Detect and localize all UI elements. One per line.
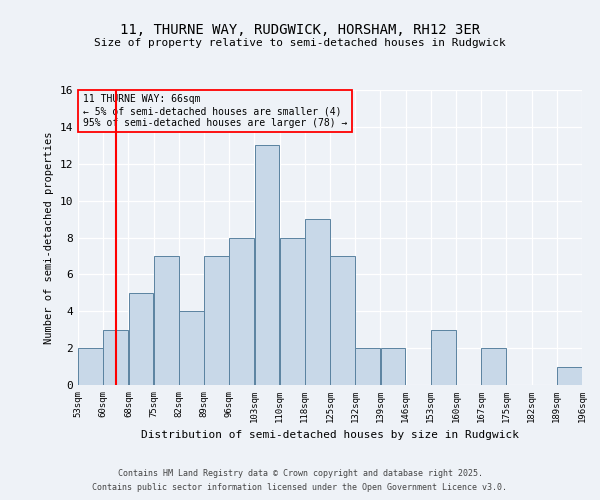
Bar xyxy=(305,219,330,385)
Bar xyxy=(557,366,582,385)
Text: 11, THURNE WAY, RUDGWICK, HORSHAM, RH12 3ER: 11, THURNE WAY, RUDGWICK, HORSHAM, RH12 … xyxy=(120,22,480,36)
Bar xyxy=(280,238,305,385)
X-axis label: Distribution of semi-detached houses by size in Rudgwick: Distribution of semi-detached houses by … xyxy=(141,430,519,440)
Text: Size of property relative to semi-detached houses in Rudgwick: Size of property relative to semi-detach… xyxy=(94,38,506,48)
Text: Contains HM Land Registry data © Crown copyright and database right 2025.: Contains HM Land Registry data © Crown c… xyxy=(118,468,482,477)
Bar xyxy=(355,348,380,385)
Bar xyxy=(431,330,456,385)
Bar xyxy=(154,256,179,385)
Bar xyxy=(380,348,406,385)
Bar xyxy=(481,348,506,385)
Bar xyxy=(204,256,229,385)
Bar xyxy=(330,256,355,385)
Bar xyxy=(103,330,128,385)
Text: Contains public sector information licensed under the Open Government Licence v3: Contains public sector information licen… xyxy=(92,484,508,492)
Bar xyxy=(78,348,103,385)
Text: 11 THURNE WAY: 66sqm
← 5% of semi-detached houses are smaller (4)
95% of semi-de: 11 THURNE WAY: 66sqm ← 5% of semi-detach… xyxy=(83,94,347,128)
Bar xyxy=(229,238,254,385)
Y-axis label: Number of semi-detached properties: Number of semi-detached properties xyxy=(44,131,54,344)
Bar xyxy=(179,311,204,385)
Bar xyxy=(128,293,154,385)
Bar xyxy=(254,146,280,385)
